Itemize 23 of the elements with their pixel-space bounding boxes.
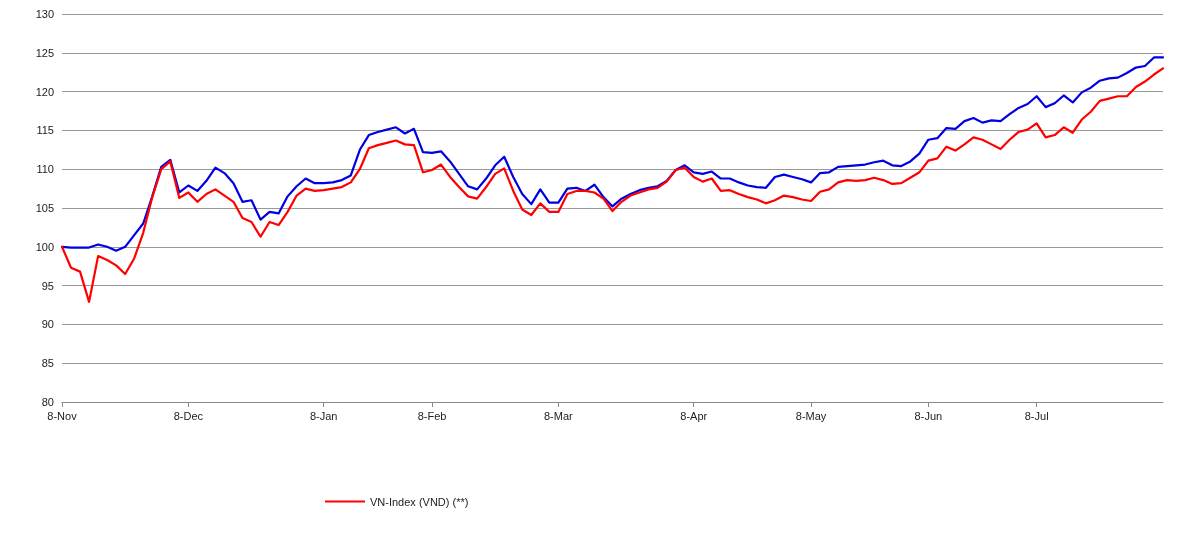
x-tick-label: 8-Jul — [1024, 409, 1049, 422]
y-tick-label: 85 — [41, 357, 54, 370]
x-tick-label: 8-Dec — [173, 409, 204, 422]
y-tick-label: 130 — [35, 8, 54, 20]
y-tick-label: 105 — [35, 202, 54, 214]
y-tick-label: 115 — [36, 124, 54, 137]
x-tick-label: 8-Jun — [914, 409, 943, 422]
y-tick-label: 110 — [36, 163, 54, 176]
line-series — [60, 56, 1165, 252]
x-tick-label: 8-Feb — [417, 409, 447, 422]
x-tick-label: 8-May — [795, 409, 827, 422]
y-tick-label: 80 — [41, 396, 54, 408]
x-tick-label: 8-Apr — [680, 409, 708, 422]
y-tick-label: 90 — [41, 318, 54, 331]
legend-label: VN-Index (VND) (**) — [370, 495, 469, 508]
y-tick-label: 100 — [35, 240, 54, 253]
x-tick-label: 8-Nov — [47, 409, 78, 422]
line-series — [60, 67, 1165, 303]
x-tick-label: 8-Jan — [309, 409, 338, 422]
y-tick-label: 120 — [35, 85, 54, 98]
x-tick-label: 8-Mar — [543, 409, 574, 422]
y-tick-label: 95 — [41, 279, 54, 292]
y-tick-label: 125 — [35, 46, 54, 59]
